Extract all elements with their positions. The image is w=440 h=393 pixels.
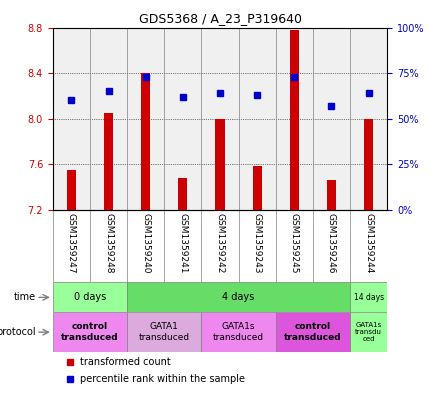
FancyBboxPatch shape [127, 283, 350, 312]
Bar [104, 113, 113, 209]
FancyBboxPatch shape [350, 312, 387, 352]
FancyBboxPatch shape [276, 312, 350, 352]
Text: time: time [14, 292, 36, 302]
Bar [178, 178, 187, 209]
Text: protocol: protocol [0, 327, 36, 337]
Title: GDS5368 / A_23_P319640: GDS5368 / A_23_P319640 [139, 12, 301, 25]
Text: GSM1359240: GSM1359240 [141, 213, 150, 274]
Bar [364, 119, 373, 209]
Text: 4 days: 4 days [223, 292, 255, 302]
FancyBboxPatch shape [53, 283, 127, 312]
Text: GSM1359241: GSM1359241 [178, 213, 187, 274]
Bar [141, 73, 150, 209]
Text: GSM1359244: GSM1359244 [364, 213, 373, 274]
Text: GSM1359245: GSM1359245 [290, 213, 299, 274]
Text: percentile rank within the sample: percentile rank within the sample [80, 373, 245, 384]
Text: GSM1359246: GSM1359246 [327, 213, 336, 274]
Bar [215, 119, 225, 209]
Text: 0 days: 0 days [74, 292, 106, 302]
Bar [253, 166, 262, 209]
Text: GSM1359242: GSM1359242 [216, 213, 224, 274]
Bar [290, 30, 299, 209]
Text: GATA1
transduced: GATA1 transduced [139, 323, 190, 342]
Text: GSM1359247: GSM1359247 [67, 213, 76, 274]
Bar [327, 180, 336, 209]
FancyBboxPatch shape [202, 312, 276, 352]
Text: control
transduced: control transduced [284, 323, 342, 342]
Text: control
transduced: control transduced [61, 323, 119, 342]
Text: GATA1s
transdu
ced: GATA1s transdu ced [355, 322, 382, 342]
Text: GATA1s
transduced: GATA1s transduced [213, 323, 264, 342]
Text: 14 days: 14 days [354, 293, 384, 302]
FancyBboxPatch shape [53, 312, 127, 352]
Text: transformed count: transformed count [80, 357, 170, 367]
Text: GSM1359243: GSM1359243 [253, 213, 262, 274]
Bar [67, 170, 76, 209]
Text: GSM1359248: GSM1359248 [104, 213, 113, 274]
FancyBboxPatch shape [350, 283, 387, 312]
FancyBboxPatch shape [127, 312, 202, 352]
